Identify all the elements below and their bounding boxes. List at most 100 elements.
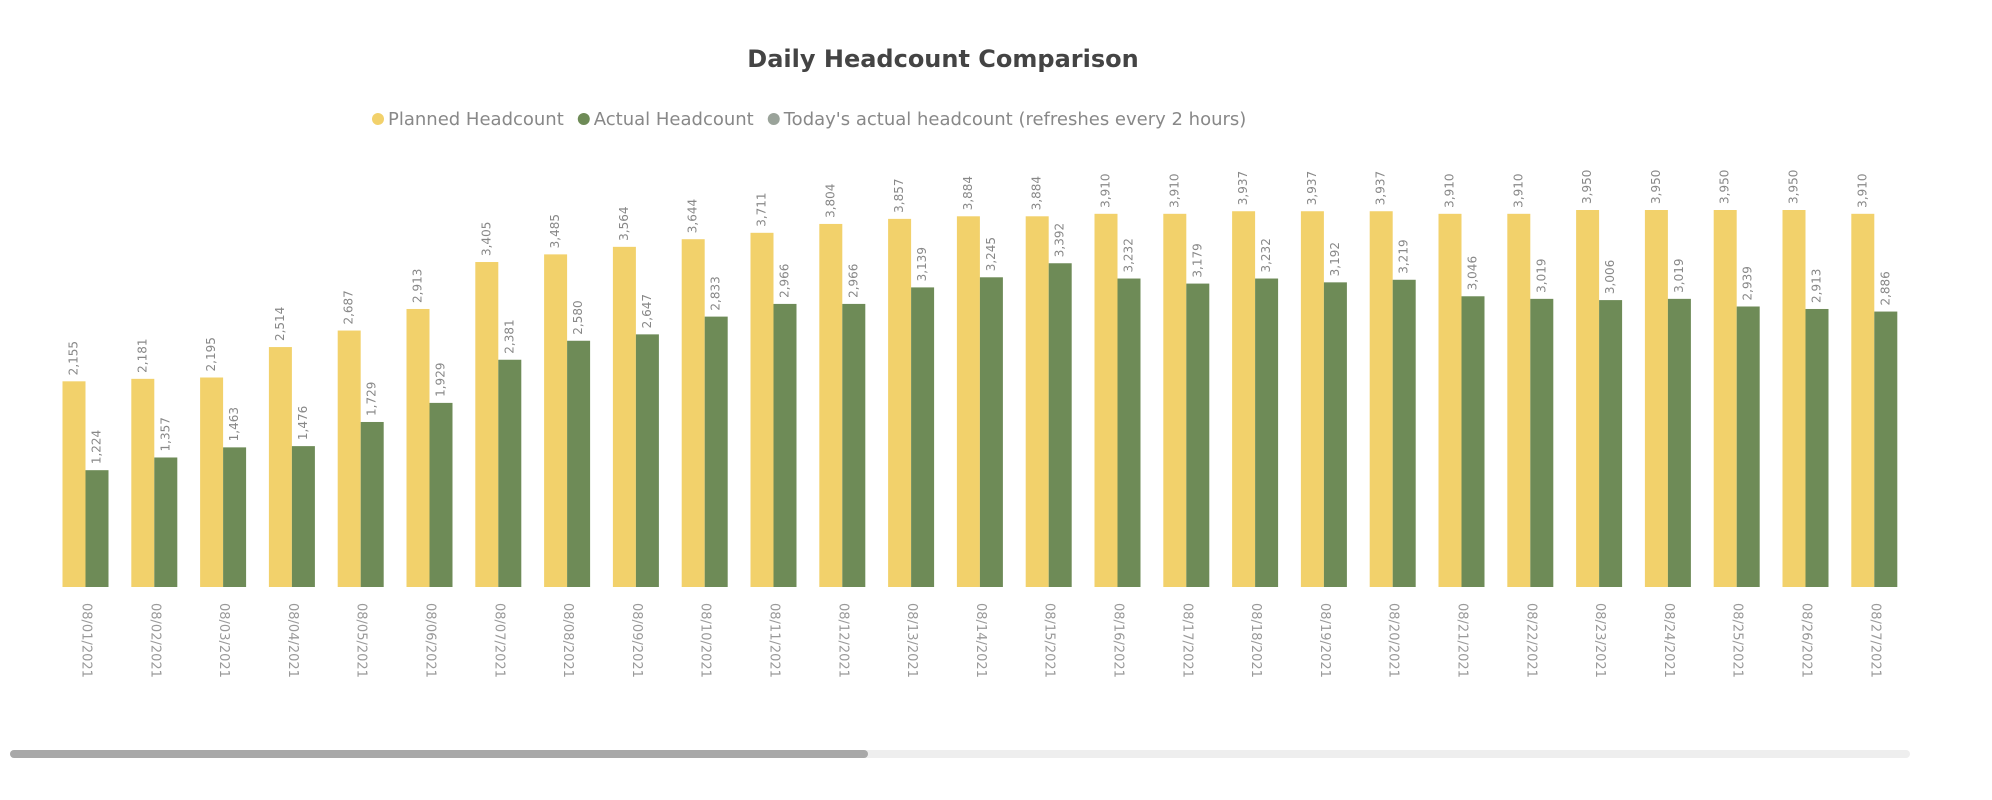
x-tick-label: 08/21/2021 (1455, 603, 1470, 678)
bar (223, 447, 247, 587)
bar (1163, 213, 1187, 587)
bar (888, 218, 912, 587)
x-tick-label: 08/06/2021 (423, 603, 438, 678)
data-label: 3,937 (1374, 171, 1388, 205)
x-tick-label: 08/04/2021 (285, 603, 300, 678)
bar (750, 232, 774, 587)
x-tick-label: 08/26/2021 (1799, 603, 1814, 678)
bar (704, 316, 728, 587)
data-label: 1,929 (434, 363, 448, 397)
bar (979, 277, 1003, 587)
x-tick-label: 08/09/2021 (629, 603, 644, 678)
bar (1255, 278, 1279, 587)
data-label: 3,019 (1534, 258, 1548, 292)
data-label: 3,232 (1122, 238, 1136, 272)
x-tick-label: 08/24/2021 (1661, 603, 1676, 678)
bar (1805, 308, 1829, 587)
bar (1094, 213, 1118, 587)
bar (911, 287, 935, 587)
data-label: 3,910 (1167, 173, 1181, 207)
legend-label: Today's actual headcount (refreshes ever… (783, 109, 1247, 130)
data-label: 2,687 (342, 290, 356, 324)
bar (1530, 298, 1554, 587)
data-label: 3,950 (1718, 170, 1732, 204)
bar (291, 446, 315, 587)
bar (956, 216, 980, 587)
data-label: 1,476 (296, 406, 310, 440)
data-label: 3,884 (961, 176, 975, 210)
x-tick-label: 08/22/2021 (1523, 603, 1538, 678)
data-label: 3,192 (1328, 242, 1342, 276)
bar (406, 308, 430, 587)
x-tick-label: 08/14/2021 (973, 603, 988, 678)
bar (1667, 298, 1691, 587)
bar (819, 223, 843, 587)
bar (154, 457, 178, 587)
x-tick-label: 08/08/2021 (560, 603, 575, 678)
data-label: 2,913 (1810, 269, 1824, 303)
data-label: 2,939 (1741, 266, 1755, 300)
legend-marker (577, 113, 590, 125)
bar (612, 246, 636, 588)
data-label: 3,219 (1397, 239, 1411, 273)
data-label: 2,181 (135, 338, 149, 372)
data-label: 1,224 (90, 430, 104, 464)
data-label: 2,580 (571, 300, 585, 334)
x-tick-label: 08/23/2021 (1592, 603, 1607, 678)
bar (337, 330, 361, 587)
x-tick-label: 08/17/2021 (1179, 603, 1194, 678)
data-label: 3,884 (1030, 176, 1044, 210)
data-label: 3,139 (915, 247, 929, 281)
data-label: 2,833 (709, 276, 723, 310)
bar (131, 378, 155, 587)
x-tick-label: 08/16/2021 (1111, 603, 1126, 678)
data-label: 3,910 (1099, 173, 1113, 207)
bar (1874, 311, 1898, 587)
x-tick-label: 08/13/2021 (904, 603, 919, 678)
data-label: 3,019 (1672, 258, 1686, 292)
data-label: 3,644 (686, 199, 700, 233)
data-label: 3,485 (548, 214, 562, 248)
x-tick-label: 08/18/2021 (1248, 603, 1263, 678)
data-label: 3,950 (1649, 170, 1663, 204)
data-label: 1,357 (158, 417, 172, 451)
legend-label: Planned Headcount (388, 109, 564, 130)
bar (567, 340, 591, 587)
scrollbar-thumb[interactable] (10, 750, 868, 758)
bar (1186, 283, 1210, 587)
bar (1323, 282, 1347, 587)
data-label: 2,647 (640, 294, 654, 328)
x-tick-label: 08/05/2021 (354, 603, 369, 678)
bar (544, 254, 568, 587)
bar (62, 381, 86, 587)
data-label: 1,729 (365, 382, 379, 416)
data-label: 3,910 (1855, 173, 1869, 207)
data-label: 3,179 (1190, 243, 1204, 277)
data-label: 2,381 (502, 319, 516, 353)
bar (1461, 296, 1485, 587)
x-tick-label: 08/07/2021 (491, 603, 506, 678)
data-label: 3,392 (1053, 223, 1067, 257)
data-label: 1,463 (227, 407, 241, 441)
bar (1782, 210, 1806, 587)
bar (498, 359, 522, 587)
data-label: 3,804 (823, 184, 837, 218)
bar (1713, 210, 1737, 587)
bar (1117, 278, 1141, 587)
data-label: 3,857 (892, 179, 906, 213)
bar (1599, 300, 1623, 587)
bar (1644, 210, 1668, 587)
bar (1576, 210, 1600, 587)
x-tick-label: 08/19/2021 (1317, 603, 1332, 678)
data-label: 3,564 (617, 206, 631, 240)
legend-marker (767, 113, 780, 125)
legend-marker (372, 113, 384, 125)
bar (429, 402, 453, 587)
bar (1851, 213, 1875, 587)
bar (1232, 211, 1256, 587)
data-label: 3,232 (1259, 238, 1273, 272)
data-label: 2,195 (204, 337, 218, 371)
data-label: 2,913 (411, 269, 425, 303)
data-label: 2,966 (778, 264, 792, 298)
